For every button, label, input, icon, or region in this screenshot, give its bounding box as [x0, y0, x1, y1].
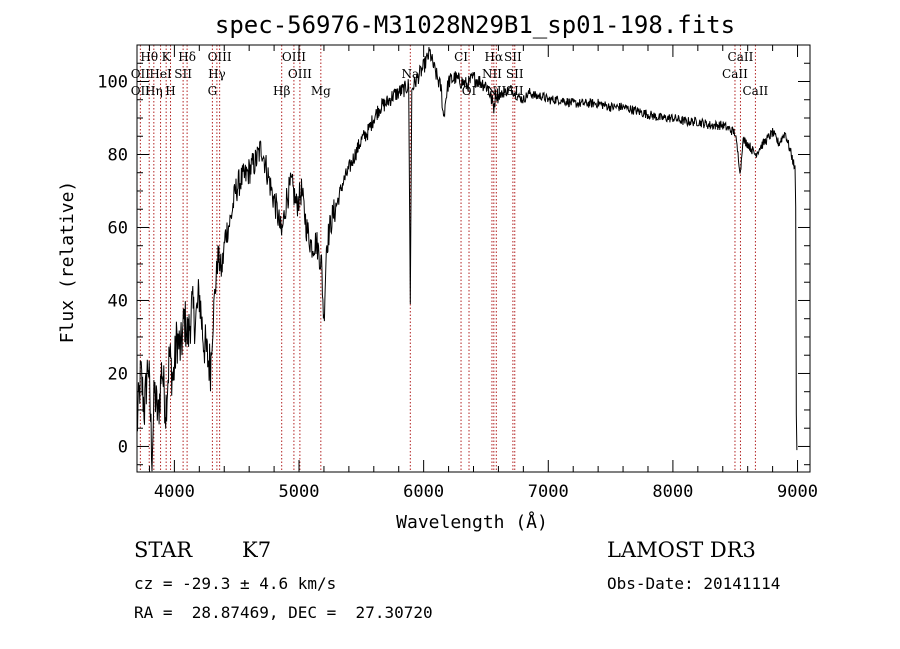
plot-frame — [136, 44, 811, 473]
y-tick-label: 40 — [108, 291, 128, 311]
reference-line-label: CI — [454, 50, 468, 64]
y-axis-ticks: 0 20 40 60 80 100 — [97, 44, 810, 466]
reference-line-label: H — [165, 84, 175, 98]
reference-line-label: CaII — [742, 84, 768, 98]
y-tick-label: 20 — [108, 364, 128, 384]
x-axis-ticks: 4000 5000 6000 7000 8000 9000 — [148, 45, 818, 502]
y-tick-label: 80 — [108, 145, 128, 165]
redshift-readout: cz = -29.3 ± 4.6 km/s — [134, 574, 337, 593]
class-label: STAR — [134, 538, 193, 562]
reference-line-label: Hβ — [273, 84, 290, 98]
reference-line-label: K — [162, 50, 172, 64]
reference-line-label: OIII — [208, 50, 232, 64]
reference-line-label: OII — [131, 67, 151, 81]
reference-line-label: OII — [131, 84, 151, 98]
reference-line-label: OIII — [288, 67, 312, 81]
reference-line-label: NII — [482, 67, 502, 81]
y-tick-label: 100 — [97, 72, 128, 92]
x-tick-label: 6000 — [403, 482, 444, 502]
reference-line-label: OI — [462, 84, 477, 98]
reference-line-label: Hγ — [208, 67, 226, 81]
obs-date-readout: Obs-Date: 20141114 — [607, 574, 781, 593]
x-tick-label: 4000 — [154, 482, 195, 502]
reference-line-label: Hδ — [178, 50, 196, 64]
y-axis-label: Flux (relative) — [57, 181, 78, 344]
y-tick-label: 0 — [118, 437, 128, 457]
x-tick-label: 9000 — [777, 482, 818, 502]
survey-label: LAMOST DR3 — [607, 538, 756, 562]
reference-line-label: SII — [506, 84, 524, 98]
reference-line-label: OIII — [282, 50, 306, 64]
reference-line-label: SII — [504, 50, 522, 64]
reference-line-label: G — [208, 84, 218, 98]
x-axis-label: Wavelength (Å) — [396, 511, 548, 533]
x-tick-label: 5000 — [279, 482, 320, 502]
coordinates-readout: RA = 28.87469, DEC = 27.30720 — [134, 603, 433, 622]
reference-line-label: Hη — [145, 84, 163, 98]
reference-line-label: CaII — [722, 67, 748, 81]
reference-line-label: SII — [506, 67, 524, 81]
reference-line-label: HeI — [149, 67, 172, 81]
reference-line-label: SII — [174, 67, 192, 81]
reference-line-label: NII — [486, 84, 506, 98]
x-tick-label: 8000 — [652, 482, 693, 502]
reference-line-label: Hα — [485, 50, 504, 64]
reference-line-label: Hθ — [140, 50, 158, 64]
x-tick-label: 7000 — [528, 482, 569, 502]
reference-lines — [139, 45, 756, 472]
subclass-label: K7 — [242, 538, 272, 562]
chart-title: spec-56976-M31028N29B1_sp01-198.fits — [215, 11, 735, 39]
reference-line-label: Mg — [311, 84, 331, 98]
spectrum-series-line — [136, 47, 798, 472]
reference-line-label: CaII — [728, 50, 754, 64]
y-tick-label: 60 — [108, 218, 128, 238]
reference-line-label: Na — [401, 67, 419, 81]
